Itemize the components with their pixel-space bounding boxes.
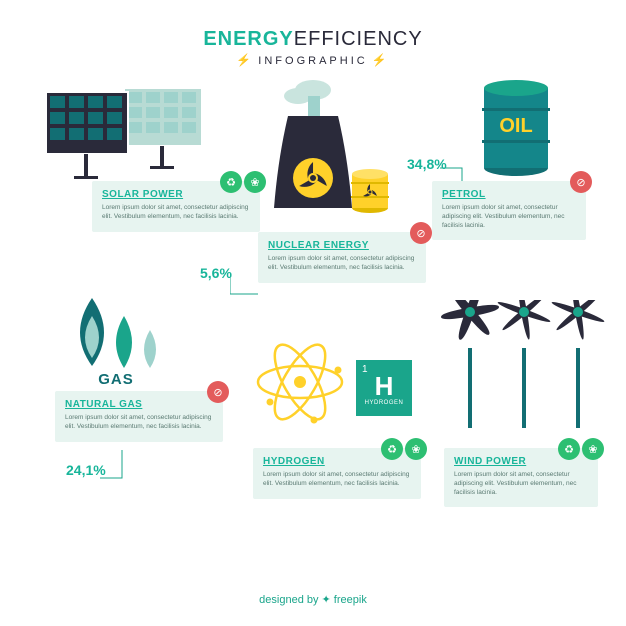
card-solar: ♻ ❀ SOLAR POWER Lorem ipsum dolor sit am… — [92, 181, 260, 232]
wind-turbine-icon — [438, 300, 608, 440]
leaf-icon: ❀ — [582, 438, 604, 460]
recycle-icon: ♻ — [220, 171, 242, 193]
attribution: designed by ✦ freepik — [0, 593, 626, 606]
infographic-canvas: ENERGYEFFICIENCY ⚡ INFOGRAPHIC ⚡ — [0, 0, 626, 626]
nuclear-plant-icon — [268, 78, 398, 228]
forbidden-icon: ⊘ — [207, 381, 229, 403]
element-symbol: H — [362, 375, 406, 398]
badge-row: ♻ ❀ — [558, 438, 604, 460]
badge-row: ⊘ — [410, 222, 432, 244]
badge-row: ⊘ — [207, 381, 229, 403]
badge-row: ⊘ — [570, 171, 592, 193]
card-title: NUCLEAR ENERGY — [268, 240, 416, 251]
title: ENERGYEFFICIENCY — [0, 28, 626, 51]
pct-gas: 24,1% — [66, 462, 106, 478]
pct-petrol: 34,8% — [407, 156, 447, 172]
card-body: Lorem ipsum dolor sit amet, consectetur … — [65, 414, 213, 432]
card-wind: ♻ ❀ WIND POWER Lorem ipsum dolor sit ame… — [444, 448, 598, 507]
solar-panel-icon — [46, 84, 206, 184]
pct-nuclear: 5,6% — [200, 265, 232, 281]
element-name: HYDROGEN — [362, 400, 406, 406]
card-nuclear: ⊘ NUCLEAR ENERGY Lorem ipsum dolor sit a… — [258, 232, 426, 283]
recycle-icon: ♻ — [558, 438, 580, 460]
subtitle-text: INFOGRAPHIC — [258, 55, 367, 67]
card-body: Lorem ipsum dolor sit amet, consectetur … — [442, 204, 576, 230]
svg-text:OIL: OIL — [499, 115, 532, 137]
card-petrol: ⊘ PETROL Lorem ipsum dolor sit amet, con… — [432, 181, 586, 240]
card-title: PETROL — [442, 189, 576, 200]
bolt-icon: ⚡ — [372, 53, 390, 67]
badge-row: ♻ ❀ — [381, 438, 427, 460]
leaf-icon: ❀ — [244, 171, 266, 193]
header: ENERGYEFFICIENCY ⚡ INFOGRAPHIC ⚡ — [0, 28, 626, 67]
forbidden-icon: ⊘ — [570, 171, 592, 193]
card-title: NATURAL GAS — [65, 399, 213, 410]
svg-text:GAS: GAS — [98, 371, 134, 388]
card-body: Lorem ipsum dolor sit amet, consectetur … — [268, 255, 416, 273]
card-body: Lorem ipsum dolor sit amet, consectetur … — [454, 471, 588, 497]
card-body: Lorem ipsum dolor sit amet, consectetur … — [102, 204, 250, 222]
title-word-1: ENERGY — [203, 28, 293, 50]
forbidden-icon: ⊘ — [410, 222, 432, 244]
atom-icon — [250, 332, 350, 432]
card-hydrogen: ♻ ❀ HYDROGEN Lorem ipsum dolor sit amet,… — [253, 448, 421, 499]
badge-row: ♻ ❀ — [220, 171, 266, 193]
subtitle: ⚡ INFOGRAPHIC ⚡ — [0, 53, 626, 67]
gas-flame-icon: GAS — [62, 288, 172, 388]
card-body: Lorem ipsum dolor sit amet, consectetur … — [263, 471, 411, 489]
element-tile: 1 H HYDROGEN — [356, 360, 412, 416]
recycle-icon: ♻ — [381, 438, 403, 460]
bolt-icon: ⚡ — [236, 53, 254, 67]
oil-barrel-icon: OIL — [481, 78, 551, 178]
title-word-2: EFFICIENCY — [294, 28, 423, 50]
leaf-icon: ❀ — [405, 438, 427, 460]
card-gas: ⊘ NATURAL GAS Lorem ipsum dolor sit amet… — [55, 391, 223, 442]
connector-line — [230, 274, 260, 304]
